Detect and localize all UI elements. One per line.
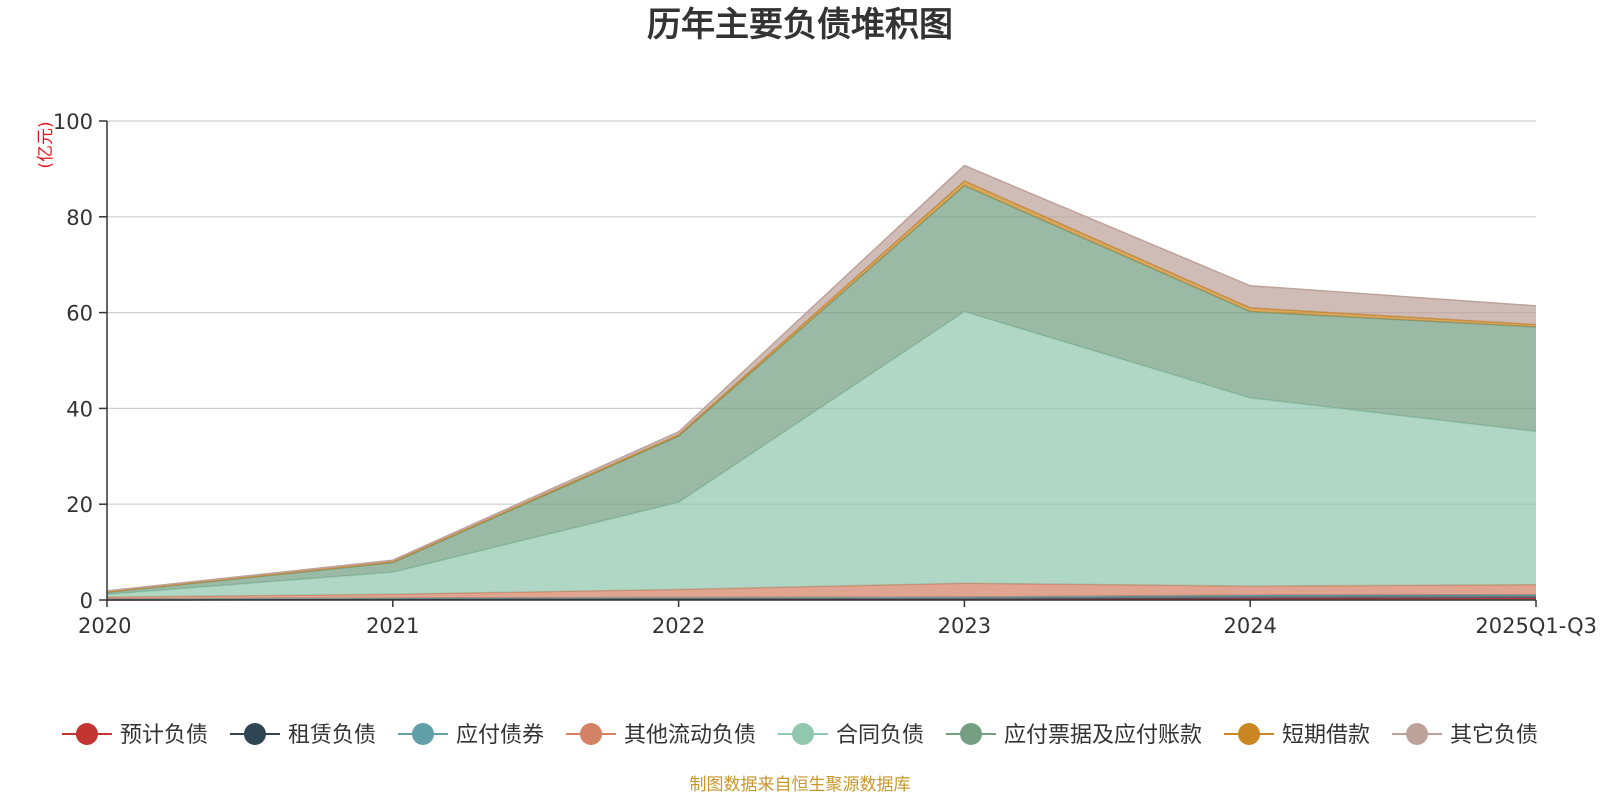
legend-label: 其它负债 (1450, 723, 1538, 748)
legend-label: 其他流动负债 (624, 723, 756, 748)
legend-marker (243, 723, 266, 745)
legend-marker (1406, 723, 1429, 745)
legend-label: 合同负债 (836, 723, 924, 748)
y-axis-unit: (亿元) (36, 121, 56, 168)
legend-item: 租赁负债 (229, 723, 376, 748)
legend-item: 应付债券 (397, 723, 544, 748)
area-应付票据及应付账款 (107, 185, 1536, 595)
legend-marker (411, 723, 434, 745)
legend-label: 应付债券 (456, 723, 544, 748)
legend-item: 合同负债 (778, 723, 924, 748)
x-tick-label: 2024 (1223, 614, 1276, 638)
line-其它负债 (106, 164, 1537, 592)
legend-marker (75, 723, 98, 745)
legend-item: 短期借款 (1224, 723, 1370, 748)
area-series (106, 164, 1537, 601)
legend: 预计负债 租赁负债 应付债券 其他流动负债 合同负债 应付票据及应付账款 短期借款 其它负债 (61, 723, 1538, 748)
x-tick-label: 2020 (78, 614, 131, 638)
legend-item: 应付票据及应付账款 (946, 723, 1202, 748)
x-tick-label: 2025Q1-Q3 (1475, 614, 1597, 638)
chart-title: 历年主要负债堆积图 (647, 5, 953, 45)
axes: 0 20 40 60 80 100 2020 2021 2022 2023 2024 2025Q1-Q… (53, 110, 1597, 638)
legend-item: 其他流动负债 (565, 723, 756, 748)
legend-marker (1238, 723, 1261, 745)
y-tick-label: 100 (53, 110, 93, 134)
y-tick-label: 40 (66, 397, 93, 421)
legend-label: 预计负债 (120, 723, 208, 748)
x-tick-label: 2021 (366, 614, 419, 638)
source-note: 制图数据来自恒生聚源数据库 (690, 775, 911, 795)
y-tick-label: 80 (66, 206, 93, 230)
area-其它负债 (107, 165, 1536, 592)
legend-marker (792, 723, 814, 745)
legend-marker (579, 723, 602, 745)
area-其他流动负债 (107, 583, 1536, 600)
y-tick-label: 20 (66, 493, 93, 517)
y-tick-label: 0 (80, 589, 93, 613)
legend-label: 租赁负债 (288, 723, 376, 748)
legend-marker (960, 723, 983, 745)
legend-item: 预计负债 (61, 723, 208, 748)
legend-label: 短期借款 (1282, 723, 1370, 748)
x-tick-label: 2023 (938, 614, 991, 638)
y-tick-label: 60 (66, 302, 93, 326)
legend-item: 其它负债 (1392, 723, 1538, 748)
x-tick-label: 2022 (652, 614, 705, 638)
legend-label: 应付票据及应付账款 (1004, 723, 1202, 748)
area-合同负债 (107, 311, 1536, 598)
